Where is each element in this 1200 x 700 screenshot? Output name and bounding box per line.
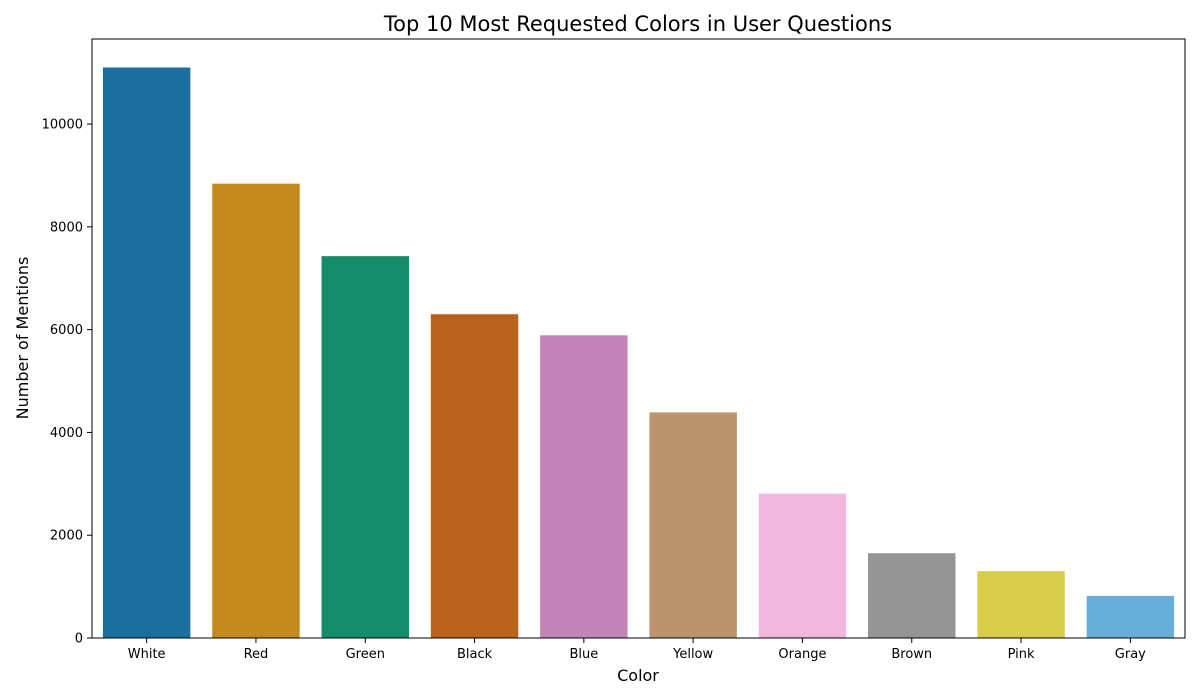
y-axis-ticks: 0 2000 4000 6000 8000 10000 (42, 118, 92, 647)
x-tick-label: Brown (891, 647, 932, 662)
x-tick-label: Gray (1115, 647, 1146, 662)
y-tick-label: 10000 (42, 118, 83, 133)
bar-white (102, 67, 191, 638)
y-tick-label: 4000 (50, 426, 83, 441)
y-tick-label: 6000 (50, 323, 83, 338)
y-tick-label: 0 (75, 632, 83, 647)
chart-title: Top 10 Most Requested Colors in User Que… (383, 12, 892, 36)
x-axis-title: Color (617, 666, 659, 685)
x-tick-label: Red (244, 647, 269, 662)
bar-blue (540, 335, 628, 638)
bars-group (102, 67, 1175, 639)
bar-green (321, 256, 409, 638)
x-tick-label: Pink (1008, 647, 1035, 662)
bar-red (212, 183, 300, 639)
x-tick-label: Orange (778, 647, 826, 662)
y-tick-label: 8000 (50, 220, 83, 235)
bar-brown (868, 553, 956, 638)
x-tick-label: Blue (569, 647, 598, 662)
bar-yellow (649, 412, 737, 638)
x-axis-ticks: White Red Green Black Blue Yellow Orange Brown P… (128, 638, 1146, 662)
y-tick-label: 2000 (50, 529, 83, 544)
x-tick-label: Yellow (672, 647, 713, 662)
bar-orange (758, 493, 847, 638)
bar-pink (977, 571, 1065, 638)
x-tick-label: White (128, 647, 166, 662)
y-axis-title: Number of Mentions (13, 257, 32, 420)
bar-black (430, 314, 519, 638)
x-tick-label: Black (457, 647, 493, 662)
x-tick-label: Green (346, 647, 385, 662)
plot-frame (91, 38, 1186, 639)
bar-gray (1086, 595, 1175, 638)
